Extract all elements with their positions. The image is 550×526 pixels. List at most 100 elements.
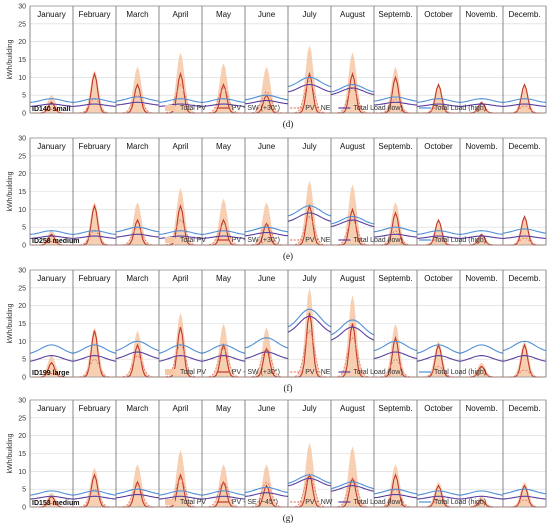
- y-tick-label: 30: [18, 398, 26, 405]
- load-low-line: [287, 212, 332, 222]
- month-label: July: [302, 142, 316, 151]
- y-tick-label: 0: [22, 505, 26, 512]
- legend-entry: Total Load (high): [434, 237, 486, 244]
- panel-1: 0 5 10 15 20 25 30 kWh/building January February M…: [7, 4, 547, 129]
- y-tick-label: 10: [18, 207, 26, 214]
- y-tick-label: 10: [18, 75, 26, 82]
- legend-swatch: [165, 369, 175, 375]
- load-high-line: [502, 98, 547, 104]
- total-pv-area: [417, 482, 460, 507]
- plot-frame: [29, 137, 547, 246]
- legend-entry: Total PV: [180, 499, 206, 506]
- load-high-line: [115, 488, 160, 495]
- month-label: Decemb.: [508, 10, 540, 19]
- month-label: June: [258, 404, 276, 413]
- month-label: Septemb.: [378, 142, 412, 151]
- load-high-line: [29, 490, 74, 496]
- load-low-line: [201, 355, 246, 362]
- y-tick-label: 0: [22, 243, 26, 250]
- load-high-line: [373, 488, 418, 495]
- panel-label: ID140 small: [32, 106, 71, 113]
- total-pv-area: [460, 362, 503, 377]
- month-label: October: [424, 10, 453, 19]
- load-high-line: [244, 226, 289, 233]
- y-tick-label: 0: [22, 111, 26, 118]
- load-high-line: [244, 94, 289, 101]
- load-low-line: [459, 355, 504, 362]
- total-pv-area: [331, 295, 374, 377]
- y-tick-label: 20: [18, 433, 26, 440]
- load-high-line: [416, 490, 461, 496]
- total-pv-area: [288, 45, 331, 114]
- load-low-line: [502, 235, 547, 239]
- load-high-line: [72, 490, 117, 496]
- load-high-line: [158, 490, 203, 496]
- load-low-line: [158, 495, 203, 500]
- load-high-line: [287, 474, 332, 484]
- panel-caption: (e): [283, 251, 293, 261]
- panel-label: ID199 large: [32, 370, 69, 377]
- y-tick-label: 15: [18, 321, 26, 328]
- y-tick-label: 30: [18, 4, 26, 11]
- load-high-line: [502, 488, 547, 495]
- panel-caption: (d): [283, 119, 294, 129]
- total-pv-area: [116, 202, 159, 245]
- y-tick-label: 15: [18, 451, 26, 458]
- load-high-line: [502, 228, 547, 234]
- panel-3: 0 5 10 15 20 25 30 kWh/building January February M…: [7, 268, 547, 393]
- load-low-line: [287, 315, 332, 333]
- load-low-line: [416, 495, 461, 500]
- pv-secondary-line: [159, 477, 202, 508]
- load-low-line: [72, 235, 117, 239]
- load-low-line: [330, 219, 375, 228]
- total-pv-area: [417, 341, 460, 377]
- month-label: January: [37, 10, 65, 19]
- total-pv-area: [374, 323, 417, 377]
- load-high-line: [459, 490, 504, 496]
- load-low-line: [502, 355, 547, 362]
- load-low-line: [502, 103, 547, 107]
- legend-entry: PV - SW (+30°): [232, 236, 280, 244]
- total-pv-area: [460, 102, 503, 113]
- load-low-line: [244, 99, 289, 105]
- month-label: Septemb.: [378, 404, 412, 413]
- total-pv-area: [460, 234, 503, 245]
- month-label: May: [216, 142, 231, 151]
- total-pv-area: [202, 464, 245, 507]
- load-high-line: [72, 230, 117, 236]
- total-pv-area: [503, 216, 546, 245]
- load-high-line: [158, 98, 203, 104]
- load-high-line: [201, 344, 246, 354]
- legend-entry: PV - SW (+30°): [232, 104, 280, 112]
- total-pv-area: [288, 287, 331, 377]
- total-pv-area: [116, 464, 159, 507]
- legend-entry: PV - SE (−45°): [232, 498, 278, 506]
- total-pv-area: [460, 496, 503, 507]
- month-label: Decemb.: [508, 404, 540, 413]
- load-high-line: [72, 98, 117, 104]
- y-tick-label: 20: [18, 171, 26, 178]
- y-tick-label: 30: [18, 136, 26, 143]
- load-high-line: [330, 83, 375, 93]
- month-label: June: [258, 10, 276, 19]
- total-pv-area: [116, 66, 159, 113]
- legend-entry: Total Load (high): [434, 105, 486, 112]
- total-pv-area: [331, 184, 374, 245]
- total-pv-area: [30, 230, 73, 245]
- legend-entry: PV - NE: [305, 237, 331, 244]
- load-high-line: [459, 230, 504, 236]
- pv-secondary-line: [202, 347, 245, 378]
- total-pv-area: [73, 70, 116, 113]
- load-low-line: [373, 351, 418, 360]
- total-pv-area: [30, 355, 73, 377]
- load-low-line: [201, 103, 246, 107]
- total-pv-area: [30, 492, 73, 507]
- y-tick-label: 15: [18, 57, 26, 64]
- month-label: Decemb.: [508, 142, 540, 151]
- month-label: March: [126, 274, 148, 283]
- legend-entry: PV - NE: [305, 105, 331, 112]
- total-pv-area: [202, 323, 245, 377]
- legend-entry: Total Load (high): [434, 499, 486, 506]
- load-low-line: [330, 485, 375, 492]
- month-label: Novemb.: [465, 142, 497, 151]
